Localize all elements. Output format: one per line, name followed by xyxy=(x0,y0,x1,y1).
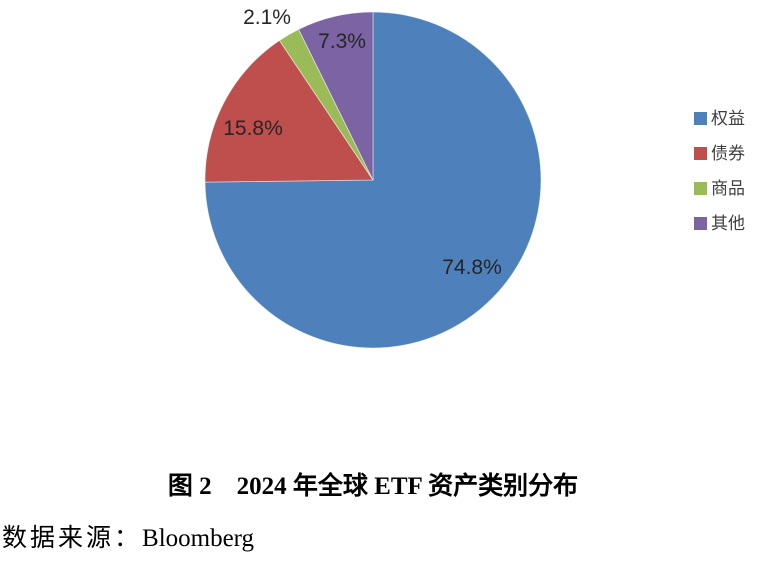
pie-slice-other xyxy=(298,11,374,181)
legend-label-bond: 债券 xyxy=(711,144,745,163)
legend-swatch-equity-icon xyxy=(694,112,707,125)
legend-swatch-commodity-icon xyxy=(694,182,707,195)
legend-item-other: 其他 xyxy=(694,214,745,233)
slice-label-equity: 74.8% xyxy=(442,256,502,279)
legend-label-commodity: 商品 xyxy=(711,179,745,198)
data-source-line: 数据来源：Bloomberg xyxy=(2,523,254,555)
data-source-value: Bloomberg xyxy=(142,525,255,552)
legend-item-bond: 债券 xyxy=(694,144,745,163)
legend-label-other: 其他 xyxy=(711,214,745,233)
figure-caption: 图 2 2024 年全球 ETF 资产类别分布 xyxy=(167,473,579,500)
pie-slice-bond xyxy=(204,39,374,183)
legend-label-equity: 权益 xyxy=(711,109,745,128)
slice-label-bond: 15.8% xyxy=(223,117,283,140)
pie-chart: 74.8% 15.8% 2.1% 7.3% 权益 债券 商品 其他 xyxy=(204,6,745,349)
chart-legend: 权益 债券 商品 其他 xyxy=(694,109,745,252)
legend-swatch-bond-icon xyxy=(694,147,707,160)
pie-plot: 74.8% 15.8% 2.1% 7.3% xyxy=(204,6,542,349)
legend-swatch-other-icon xyxy=(694,217,707,230)
slice-label-other: 7.3% xyxy=(318,30,366,53)
legend-item-equity: 权益 xyxy=(694,109,745,128)
data-source-prefix: 数据来源： xyxy=(2,525,143,552)
slice-label-commodity: 2.1% xyxy=(243,6,291,29)
legend-item-commodity: 商品 xyxy=(694,179,745,198)
pie-slice-equity xyxy=(204,11,542,349)
